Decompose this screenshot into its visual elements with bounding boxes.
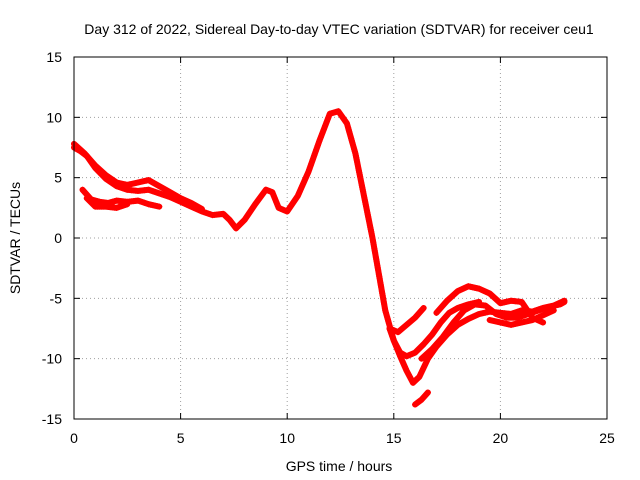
y-axis-label: SDTVAR / TECUs bbox=[7, 182, 23, 294]
x-tick-label: 20 bbox=[493, 430, 509, 446]
series-track-recovery-high bbox=[386, 304, 427, 336]
series-track-tail-low bbox=[486, 307, 557, 328]
chart-title: Day 312 of 2022, Sidereal Day-to-day VTE… bbox=[84, 21, 594, 37]
y-tick-label: 10 bbox=[46, 109, 62, 125]
series-track-fragment bbox=[412, 389, 431, 408]
series-track-main bbox=[71, 108, 568, 386]
grid bbox=[74, 57, 607, 419]
x-tick-label: 25 bbox=[599, 430, 615, 446]
series-markers bbox=[71, 108, 568, 386]
series-markers bbox=[412, 389, 431, 408]
series-markers bbox=[83, 195, 131, 211]
y-tick-label: 5 bbox=[54, 170, 62, 186]
series-markers bbox=[486, 307, 557, 328]
axis-ticks: 0 5 10 15 20 25 -15 -10 -5 0 5 10 15 bbox=[42, 49, 615, 446]
series-track-hump bbox=[433, 283, 547, 326]
series-markers bbox=[433, 283, 547, 326]
series-markers bbox=[386, 304, 427, 336]
series-track-dip bbox=[386, 298, 483, 360]
y-tick-label: 0 bbox=[54, 230, 62, 246]
x-tick-label: 5 bbox=[177, 430, 185, 446]
y-tick-label: -15 bbox=[42, 411, 62, 427]
x-tick-label: 0 bbox=[70, 430, 78, 446]
x-axis-label: GPS time / hours bbox=[286, 458, 393, 474]
series-track-lower-start bbox=[79, 186, 163, 210]
y-tick-label: 15 bbox=[46, 49, 62, 65]
y-tick-label: -10 bbox=[42, 351, 62, 367]
series-line bbox=[71, 108, 568, 386]
series-track-lower-start-2 bbox=[83, 195, 131, 211]
x-tick-label: 10 bbox=[279, 430, 295, 446]
y-tick-label: -5 bbox=[50, 290, 63, 306]
series-track-upper-start bbox=[71, 140, 205, 213]
x-tick-label: 15 bbox=[386, 430, 402, 446]
plot-area bbox=[71, 108, 568, 408]
